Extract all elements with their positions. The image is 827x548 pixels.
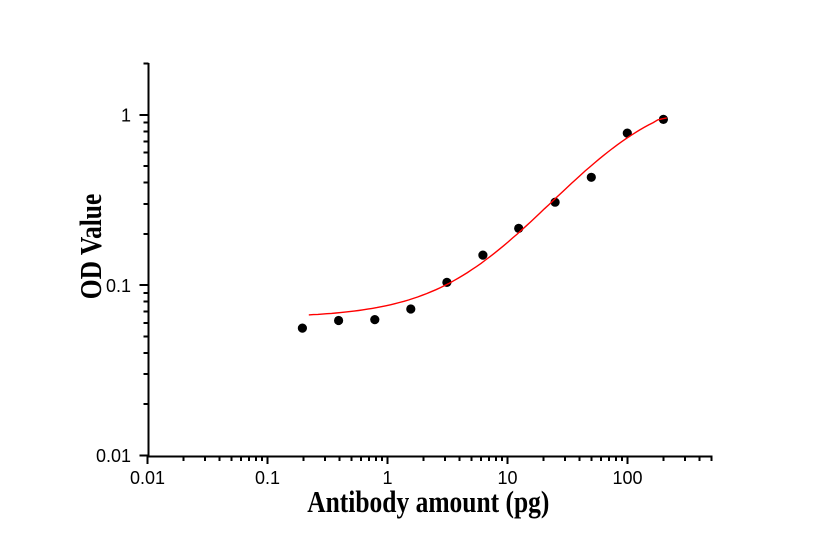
svg-text:OD Value: OD Value bbox=[75, 194, 109, 300]
svg-text:100: 100 bbox=[612, 468, 642, 488]
svg-text:0.1: 0.1 bbox=[106, 276, 131, 296]
svg-text:0.1: 0.1 bbox=[255, 468, 280, 488]
svg-text:1: 1 bbox=[382, 468, 392, 488]
svg-text:0.01: 0.01 bbox=[96, 446, 131, 466]
svg-text:Antibody amount (pg): Antibody amount (pg) bbox=[307, 486, 549, 520]
svg-text:0.01: 0.01 bbox=[130, 468, 165, 488]
svg-text:1: 1 bbox=[121, 106, 131, 126]
svg-text:10: 10 bbox=[497, 468, 517, 488]
